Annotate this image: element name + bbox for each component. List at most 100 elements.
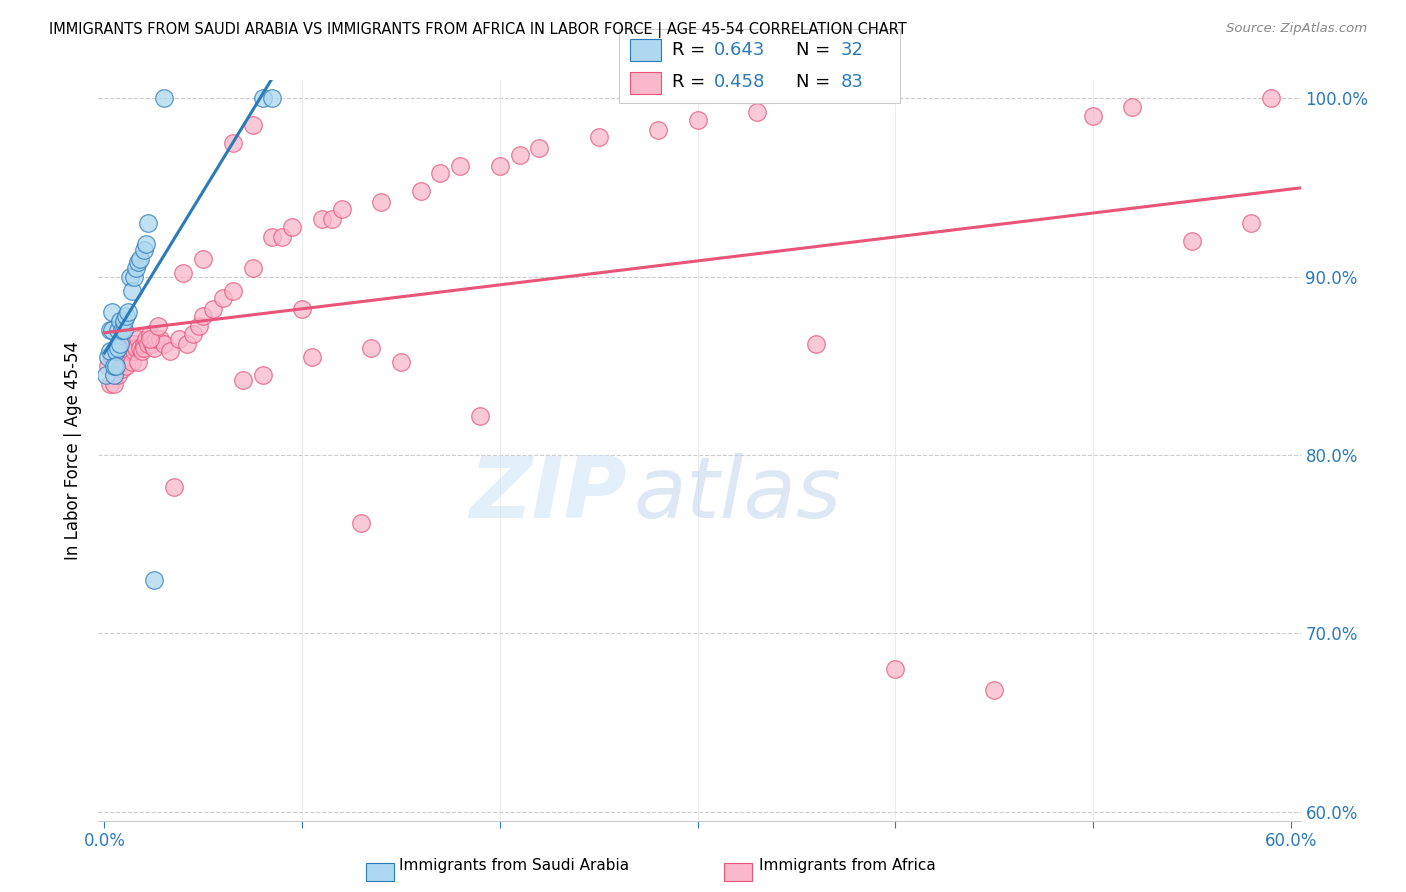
- Point: [127, 332, 149, 346]
- Point: [107, 341, 129, 355]
- Point: [139, 332, 162, 346]
- Point: [152, 91, 174, 105]
- Point: [108, 337, 131, 351]
- Point: [468, 409, 491, 423]
- Point: [98, 376, 121, 391]
- Point: [103, 376, 125, 391]
- Point: [588, 130, 610, 145]
- Point: [97, 350, 120, 364]
- Point: [291, 301, 314, 316]
- Point: [222, 136, 245, 150]
- Point: [103, 359, 125, 373]
- Point: [647, 123, 669, 137]
- Point: [262, 230, 284, 244]
- Point: [262, 91, 284, 105]
- Point: [686, 112, 709, 127]
- Point: [152, 337, 174, 351]
- Point: [232, 373, 254, 387]
- Point: [159, 344, 181, 359]
- Point: [169, 332, 191, 346]
- Point: [183, 326, 205, 341]
- Point: [122, 337, 145, 351]
- Point: [121, 337, 143, 351]
- Point: [146, 319, 169, 334]
- Point: [360, 341, 382, 355]
- Point: [127, 355, 149, 369]
- Text: 0.643: 0.643: [714, 41, 766, 59]
- Point: [129, 341, 152, 355]
- Point: [136, 216, 159, 230]
- Point: [132, 337, 155, 351]
- Y-axis label: In Labor Force | Age 45-54: In Labor Force | Age 45-54: [65, 341, 83, 560]
- Point: [103, 368, 125, 382]
- Point: [1240, 216, 1263, 230]
- Point: [330, 202, 353, 216]
- Text: IMMIGRANTS FROM SAUDI ARABIA VS IMMIGRANTS FROM AFRICA IN LABOR FORCE | AGE 45-5: IMMIGRANTS FROM SAUDI ARABIA VS IMMIGRAN…: [49, 22, 907, 38]
- Text: R =: R =: [672, 41, 711, 59]
- Text: Immigrants from Saudi Arabia: Immigrants from Saudi Arabia: [399, 858, 630, 872]
- Text: 0.458: 0.458: [714, 73, 766, 91]
- Point: [449, 159, 471, 173]
- Text: ZIP: ZIP: [470, 453, 627, 536]
- Point: [488, 159, 510, 173]
- Point: [101, 350, 124, 364]
- Point: [409, 184, 432, 198]
- Point: [1260, 91, 1282, 105]
- Point: [252, 368, 274, 382]
- Point: [101, 305, 124, 319]
- Point: [112, 344, 135, 359]
- Text: 32: 32: [841, 41, 863, 59]
- Point: [120, 344, 142, 359]
- Point: [101, 323, 124, 337]
- Point: [162, 480, 184, 494]
- Point: [107, 368, 129, 382]
- Point: [188, 319, 211, 334]
- Point: [242, 118, 264, 132]
- Point: [1081, 109, 1104, 123]
- Point: [1181, 234, 1204, 248]
- Point: [122, 344, 145, 359]
- Point: [135, 332, 157, 346]
- Point: [117, 350, 139, 364]
- Point: [252, 91, 274, 105]
- Point: [884, 662, 907, 676]
- Point: [135, 237, 157, 252]
- Point: [108, 350, 131, 364]
- Point: [115, 309, 138, 323]
- Point: [121, 284, 143, 298]
- Point: [301, 350, 323, 364]
- Point: [145, 332, 167, 346]
- Point: [212, 291, 235, 305]
- Point: [176, 337, 198, 351]
- Point: [129, 252, 152, 266]
- Point: [112, 355, 135, 369]
- Point: [98, 323, 121, 337]
- Point: [131, 344, 153, 359]
- Point: [804, 337, 827, 351]
- Point: [105, 359, 128, 373]
- Point: [321, 212, 343, 227]
- Point: [222, 284, 245, 298]
- Text: 83: 83: [841, 73, 863, 91]
- Point: [111, 362, 134, 376]
- Text: atlas: atlas: [633, 453, 841, 536]
- Point: [141, 337, 163, 351]
- Point: [105, 344, 128, 359]
- Point: [202, 301, 225, 316]
- Point: [96, 368, 118, 382]
- Point: [111, 323, 134, 337]
- Point: [117, 305, 139, 319]
- Text: N =: N =: [796, 73, 835, 91]
- Point: [389, 355, 412, 369]
- Text: R =: R =: [672, 73, 711, 91]
- Text: Source: ZipAtlas.com: Source: ZipAtlas.com: [1226, 22, 1367, 36]
- Point: [121, 355, 143, 369]
- Point: [311, 212, 333, 227]
- Point: [242, 260, 264, 275]
- Point: [112, 323, 135, 337]
- Point: [97, 359, 120, 373]
- Point: [107, 323, 129, 337]
- Point: [350, 516, 373, 530]
- Point: [132, 243, 155, 257]
- Point: [429, 166, 451, 180]
